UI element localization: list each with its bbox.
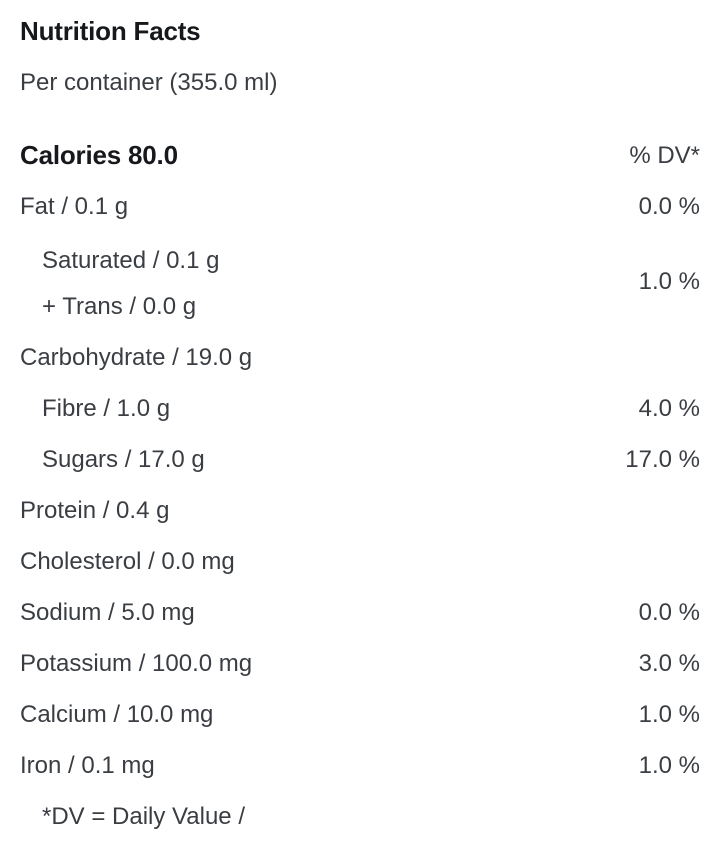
daily-value-footnote: *DV = Daily Value /	[42, 802, 245, 830]
nutrient-dv-value: 1.0 %	[638, 700, 700, 728]
daily-value-column-header: % DV*	[629, 141, 700, 169]
nutrient-row-potassium: Potassium / 100.0 mg 3.0 %	[20, 638, 700, 689]
nutrient-row-protein: Protein / 0.4 g	[20, 485, 700, 536]
nutrient-row-saturated-trans: Saturated / 0.1 g + Trans / 0.0 g 1.0 %	[20, 232, 700, 332]
nutrient-dv-value: 1.0 %	[638, 268, 700, 295]
nutrient-label: Calcium / 10.0 mg	[20, 700, 214, 728]
nutrient-row-calcium: Calcium / 10.0 mg 1.0 %	[20, 689, 700, 740]
nutrient-dv-value: 4.0 %	[638, 394, 700, 422]
nutrient-label: Potassium / 100.0 mg	[20, 649, 253, 677]
nutrition-facts-title: Nutrition Facts	[20, 16, 201, 46]
calories-label: Calories 80.0	[20, 140, 178, 170]
nutrient-label: Protein / 0.4 g	[20, 496, 170, 524]
nutrient-row-cholesterol: Cholesterol / 0.0 mg	[20, 536, 700, 587]
calories-header-row: Calories 80.0 % DV*	[20, 130, 700, 181]
nutrient-label: Carbohydrate / 19.0 g	[20, 343, 253, 371]
nutrient-dv-value: 3.0 %	[638, 649, 700, 677]
nutrient-row-sodium: Sodium / 5.0 mg 0.0 %	[20, 587, 700, 638]
nutrient-label: Saturated / 0.1 g	[42, 247, 220, 274]
nutrient-row-fibre: Fibre / 1.0 g 4.0 %	[20, 383, 700, 434]
nutrient-label: Sodium / 5.0 mg	[20, 598, 195, 626]
nutrient-label: Cholesterol / 0.0 mg	[20, 547, 235, 575]
nutrient-label: Iron / 0.1 mg	[20, 751, 155, 779]
saturated-trans-labels: Saturated / 0.1 g + Trans / 0.0 g	[20, 234, 219, 330]
nutrient-dv-value: 0.0 %	[638, 598, 700, 626]
serving-size-line: Per container (355.0 ml)	[20, 69, 278, 96]
nutrient-label: Fat / 0.1 g	[20, 192, 129, 220]
nutrient-label: + Trans / 0.0 g	[42, 293, 197, 320]
nutrient-row-sugars: Sugars / 17.0 g 17.0 %	[20, 434, 700, 485]
nutrient-row-iron: Iron / 0.1 mg 1.0 %	[20, 740, 700, 791]
nutrient-label: Sugars / 17.0 g	[42, 445, 205, 473]
nutrient-row-fat: Fat / 0.1 g 0.0 %	[20, 181, 700, 232]
nutrient-dv-value: 0.0 %	[638, 192, 700, 220]
nutrient-label: Fibre / 1.0 g	[42, 394, 171, 422]
nutrient-row-carbohydrate: Carbohydrate / 19.0 g	[20, 332, 700, 383]
nutrient-dv-value: 17.0 %	[625, 445, 700, 473]
nutrient-dv-value: 1.0 %	[638, 751, 700, 779]
